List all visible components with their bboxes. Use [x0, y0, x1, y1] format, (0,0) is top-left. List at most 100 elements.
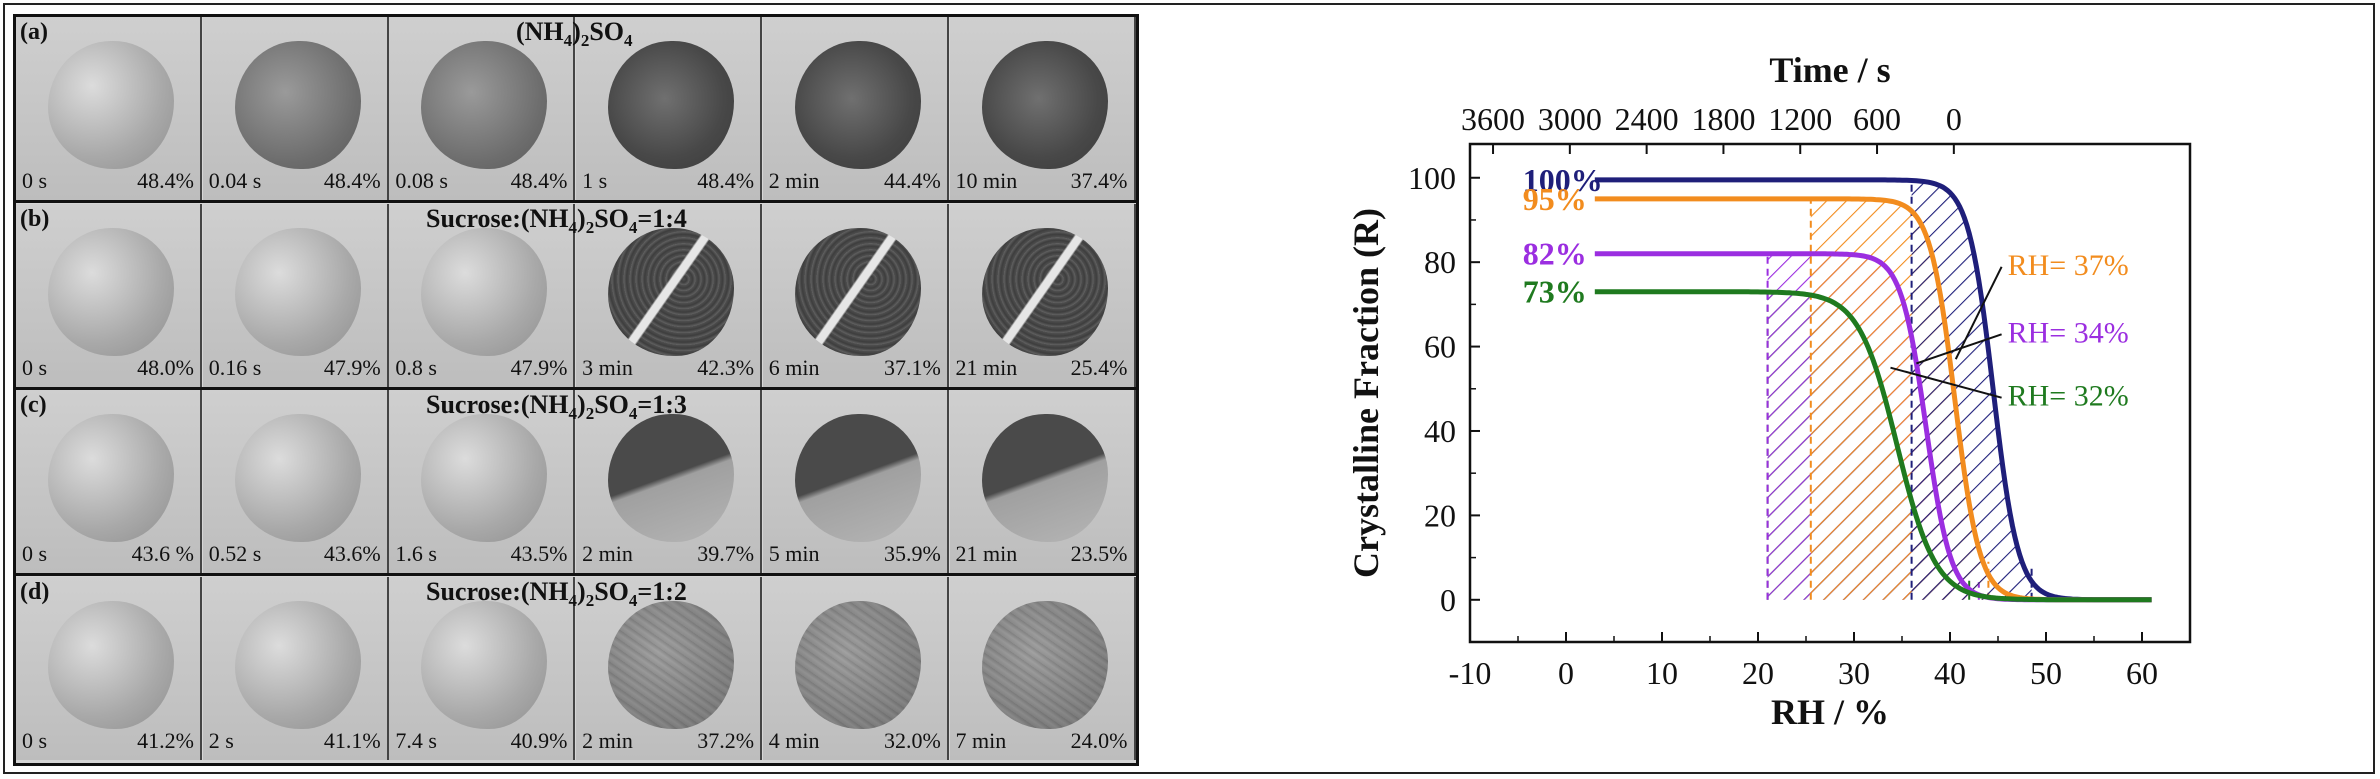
x-tick-label: 30 [1838, 655, 1870, 691]
micrograph-cell: 0 s 48.4% [16, 17, 202, 200]
elapsed-time-label: 0 s [22, 354, 48, 380]
elapsed-time-label: 0.04 s [208, 168, 262, 193]
particle-image [981, 41, 1108, 169]
micrograph-cell: 0 s 48.0% [16, 203, 202, 387]
top-tick-label: 2400 [1615, 101, 1679, 137]
rh-percent-label: 24.0% [1070, 727, 1128, 753]
x-tick-label: 40 [1934, 655, 1966, 691]
particle-image [421, 41, 548, 169]
series-line [1594, 289, 2152, 603]
x-axis-label: RH / % [1771, 692, 1889, 732]
top-tick-label: 3600 [1461, 101, 1525, 137]
elapsed-time-label: 0 s [22, 168, 48, 193]
particle-image [981, 600, 1108, 729]
micrograph-row: 0 s 41.2% 2 s 41.1% 7.4 s 40.9% 2 min 37.2% 4 mi… [16, 576, 1136, 763]
elapsed-time-label: 2 min [768, 168, 820, 193]
particle-image [608, 227, 735, 356]
rh-percent-label: 48.4% [510, 168, 568, 193]
micrograph-row: 0 s 48.4% 0.04 s 48.4% 0.08 s 48.4% 1 s 48.4% 2 … [16, 17, 1136, 203]
row-label: (a) [20, 19, 48, 45]
rh-percent-label: 39.7% [697, 541, 755, 566]
elapsed-time-label: 10 min [955, 168, 1018, 193]
micrograph-cell: 3 min 42.3% [576, 203, 763, 387]
particle-image [794, 41, 921, 169]
particle-image [234, 600, 361, 729]
rh-percent-label: 44.4% [883, 168, 941, 193]
y-tick-label: 20 [1424, 497, 1456, 533]
x-tick-label: -10 [1449, 655, 1492, 691]
rh-percent-label: 32.0% [883, 727, 941, 753]
elapsed-time-label: 0.16 s [208, 354, 262, 380]
particle-image [608, 414, 735, 542]
elapsed-time-label: 1 s [582, 168, 608, 193]
elapsed-time-label: 7.4 s [395, 727, 437, 753]
micrograph-cell: 5 min 35.9% [762, 390, 949, 573]
row-title: Sucrose:(NH4)2SO4=1:4 [426, 203, 687, 237]
micrograph-cell: 2 min 44.4% [762, 17, 949, 200]
micrograph-cell: 21 min 23.5% [949, 390, 1136, 573]
x-tick-label: 50 [2030, 655, 2062, 691]
elapsed-time-label: 4 min [768, 727, 820, 753]
micrograph-cell: 10 min 37.4% [949, 17, 1136, 200]
rh-percent-label: 48.4% [697, 168, 755, 193]
rh-percent-label: 35.9% [883, 541, 941, 566]
micrograph-cell: 21 min 25.4% [949, 203, 1136, 387]
particle-image [234, 414, 361, 542]
particle-image [48, 227, 174, 356]
x-tick-label: 10 [1646, 655, 1678, 691]
rh-percent-label: 43.5% [510, 541, 568, 566]
series-label: 73% [1523, 274, 1587, 310]
figure-frame [3, 3, 2375, 774]
y-tick-label: 80 [1424, 244, 1456, 280]
elapsed-time-label: 6 min [768, 354, 820, 380]
micrograph-cell: 1 s 48.4% [576, 17, 763, 200]
particle-image [608, 41, 735, 169]
micrograph-panel: 0 s 48.4% 0.04 s 48.4% 0.08 s 48.4% 1 s 48.4% 2 … [13, 14, 1139, 766]
elapsed-time-label: 0.8 s [395, 354, 437, 380]
series-label: 82% [1523, 236, 1587, 272]
elapsed-time-label: 0 s [22, 541, 48, 566]
particle-image [234, 41, 361, 169]
top-tick-label: 0 [1946, 101, 1962, 137]
rh-percent-label: 43.6 % [131, 541, 194, 566]
particle-image [234, 227, 361, 356]
micrograph-cell: 1.6 s 43.5% [389, 390, 576, 573]
row-title: (NH4)2SO4 [516, 17, 633, 51]
row-title: Sucrose:(NH4)2SO4=1:3 [426, 390, 687, 424]
micrograph-cell: 7.4 s 40.9% [389, 576, 576, 760]
y-axis-label: Crystalline Fraction (R) [1346, 208, 1386, 578]
rh-percent-label: 48.4% [323, 168, 381, 193]
particle-image [794, 227, 921, 356]
rh-percent-label: 40.9% [510, 727, 568, 753]
particle-image [421, 227, 548, 356]
particle-image [421, 414, 548, 542]
rh-percent-label: 23.5% [1070, 541, 1128, 566]
top-tick-label: 600 [1853, 101, 1901, 137]
elapsed-time-label: 2 min [582, 727, 633, 753]
rh-percent-label: 42.3% [697, 354, 755, 380]
rh-percent-label: 37.2% [697, 727, 755, 753]
annotation-arrow [1954, 266, 2003, 360]
series-label: 95% [1523, 181, 1587, 217]
rh-percent-label: 48.0% [137, 354, 194, 380]
micrograph-row: 0 s 48.0% 0.16 s 47.9% 0.8 s 47.9% 3 min 42.3% 6… [16, 203, 1136, 390]
particle-image [48, 41, 174, 169]
elapsed-time-label: 2 s [208, 727, 234, 753]
micrograph-cell: 2 min 39.7% [576, 390, 763, 573]
top-tick-label: 1200 [1768, 101, 1832, 137]
rh-percent-label: 37.1% [883, 354, 941, 380]
elapsed-time-label: 21 min [955, 541, 1018, 566]
elapsed-time-label: 0.52 s [208, 541, 262, 566]
rh-percent-label: 43.6% [323, 541, 381, 566]
rh-percent-label: 41.1% [323, 727, 381, 753]
micrograph-cell: 0.8 s 47.9% [389, 203, 576, 387]
rh-percent-label: 37.4% [1070, 168, 1128, 193]
micrograph-cell: 0 s 41.2% [16, 576, 202, 760]
row-label: (c) [20, 392, 47, 418]
elapsed-time-label: 7 min [955, 727, 1007, 753]
rh-percent-label: 48.4% [137, 168, 194, 193]
x-tick-label: 0 [1558, 655, 1574, 691]
rh-annotation: RH= 34% [2008, 316, 2129, 349]
particle-image [421, 600, 548, 729]
